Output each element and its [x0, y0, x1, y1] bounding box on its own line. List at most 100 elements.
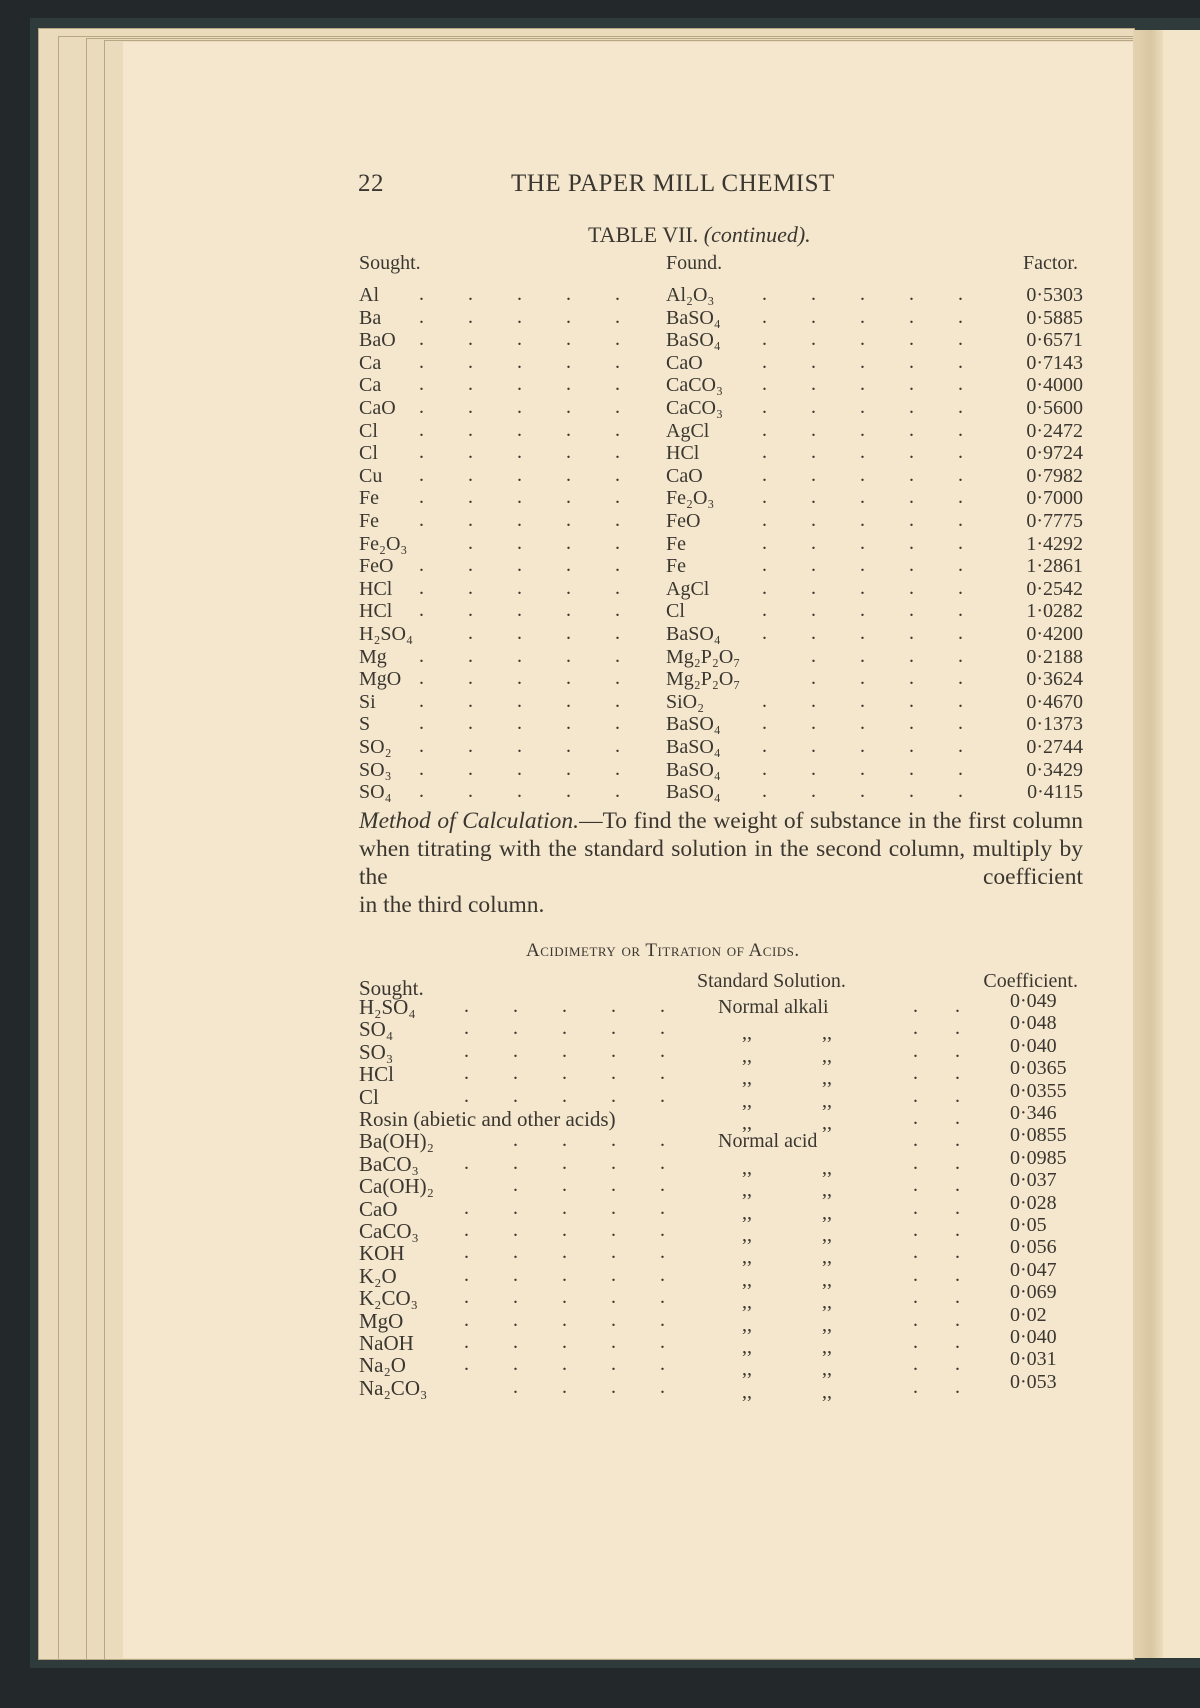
- leader-dot: .: [615, 396, 620, 418]
- leader-dot: .: [955, 1263, 960, 1286]
- leader-dot: .: [468, 486, 473, 509]
- ditto-mark: ,,: [822, 1201, 832, 1224]
- leader-dot: .: [513, 1196, 518, 1219]
- leader-dot: .: [660, 1196, 665, 1219]
- leader-dot: .: [615, 757, 620, 780]
- leader-dot: .: [811, 328, 816, 351]
- leader-dot: .: [562, 1219, 567, 1241]
- sought-cell: SO₃: [359, 1039, 394, 1064]
- method-paragraph: Method of Calculation.—To find the weigh…: [359, 807, 1083, 919]
- leader-dot: .: [517, 350, 522, 373]
- leader-dot: .: [860, 622, 865, 644]
- factor-cell: 0·6571: [1026, 329, 1083, 352]
- leader-dot: .: [860, 305, 865, 328]
- sought-cell: Cl: [359, 442, 378, 465]
- leader-dot: .: [860, 373, 865, 396]
- leader-dot: .: [566, 644, 571, 667]
- leader-dot: .: [566, 509, 571, 531]
- factor-cell: 0·7982: [1026, 464, 1083, 487]
- leader-dot: .: [419, 554, 424, 577]
- leader-dot: .: [958, 283, 963, 305]
- leader-dot: .: [860, 509, 865, 531]
- leader-dot: .: [615, 350, 620, 373]
- leader-dot: .: [615, 531, 620, 554]
- leader-dot: .: [615, 418, 620, 441]
- leader-dot: .: [955, 1286, 960, 1309]
- leader-dot: .: [419, 373, 424, 396]
- leader-dot: .: [909, 712, 914, 735]
- ditto-mark: ,,: [822, 1380, 832, 1403]
- leader-dot: .: [860, 689, 865, 712]
- leader-dot: .: [660, 1308, 665, 1331]
- ditto-mark: ,,: [742, 1336, 752, 1358]
- leader-dot: .: [468, 283, 473, 305]
- ditto-mark: ,,: [742, 1224, 752, 1246]
- found-cell: BaSO₄: [666, 329, 721, 352]
- leader-dot: .: [464, 1196, 469, 1219]
- leader-dot: .: [762, 712, 767, 735]
- leader-dot: .: [419, 283, 424, 305]
- leader-dot: .: [513, 1263, 518, 1286]
- leader-dot: .: [860, 644, 865, 667]
- leader-dot: .: [562, 1062, 567, 1085]
- sought-cell: Na₂CO₃: [359, 1375, 428, 1400]
- ditto-mark: ,,: [742, 1179, 752, 1202]
- coefficient-cell: 0·047: [1010, 1258, 1057, 1281]
- found-cell: FeO: [666, 510, 701, 532]
- leader-dot: .: [566, 599, 571, 622]
- leader-dot: .: [860, 463, 865, 486]
- leader-dot: .: [566, 350, 571, 373]
- leader-dot: .: [811, 531, 816, 554]
- leader-dot: .: [611, 1084, 616, 1107]
- leader-dot: .: [958, 396, 963, 418]
- coefficient-cell: 0·040: [1010, 1326, 1057, 1348]
- ditto-mark: ,,: [822, 1022, 832, 1045]
- leader-dot: .: [468, 554, 473, 577]
- leader-dot: .: [468, 509, 473, 531]
- leader-dot: .: [566, 667, 571, 690]
- leader-dot: .: [958, 712, 963, 735]
- leader-dot: .: [611, 1286, 616, 1309]
- sought-cell: Ca: [359, 374, 382, 397]
- coefficient-cell: 0·037: [1010, 1169, 1057, 1192]
- leader-dot: .: [615, 712, 620, 735]
- leader-dot: .: [513, 1084, 518, 1107]
- leader-dot: .: [562, 1129, 567, 1152]
- found-cell: CaO: [666, 351, 703, 374]
- sought-cell: KOH: [359, 1241, 405, 1266]
- leader-dot: .: [513, 1331, 518, 1353]
- leader-dot: .: [615, 509, 620, 531]
- leader-dot: .: [566, 712, 571, 735]
- factor-cell: 1·2861: [1026, 555, 1083, 578]
- leader-dot: .: [909, 757, 914, 780]
- ditto-mark: ,,: [742, 1313, 752, 1336]
- leader-dot: .: [913, 1331, 918, 1353]
- leader-dot: .: [566, 396, 571, 418]
- ditto-mark: ,,: [742, 1291, 752, 1314]
- leader-dot: .: [468, 667, 473, 690]
- running-title: THE PAPER MILL CHEMIST: [511, 170, 835, 197]
- coefficient-cell: 0·056: [1010, 1236, 1057, 1259]
- sought-cell: BaO: [359, 329, 396, 352]
- leader-dot: .: [660, 1375, 665, 1398]
- leader-dot: .: [468, 350, 473, 373]
- leader-dot: .: [860, 396, 865, 418]
- leader-dot: .: [562, 1039, 567, 1062]
- leader-dot: .: [566, 757, 571, 780]
- sought-cell: K₂O: [359, 1263, 397, 1288]
- solution-cell: Normal acid: [718, 1130, 818, 1153]
- leader-dot: .: [762, 689, 767, 712]
- leader-dot: .: [811, 735, 816, 757]
- leader-dot: .: [762, 509, 767, 531]
- leader-dot: .: [860, 350, 865, 373]
- leader-dot: .: [958, 373, 963, 396]
- coefficient-cell: 0·053: [1010, 1370, 1057, 1393]
- method-heading: Method of Calculation.: [359, 808, 580, 834]
- leader-dot: .: [909, 418, 914, 441]
- leader-dot: .: [419, 667, 424, 690]
- leader-dot: .: [909, 531, 914, 554]
- leader-dot: .: [860, 735, 865, 757]
- sought-cell: Ba(OH)₂: [359, 1129, 434, 1154]
- factor-cell: 0·7000: [1026, 487, 1083, 510]
- found-cell: BaSO₄: [666, 713, 721, 736]
